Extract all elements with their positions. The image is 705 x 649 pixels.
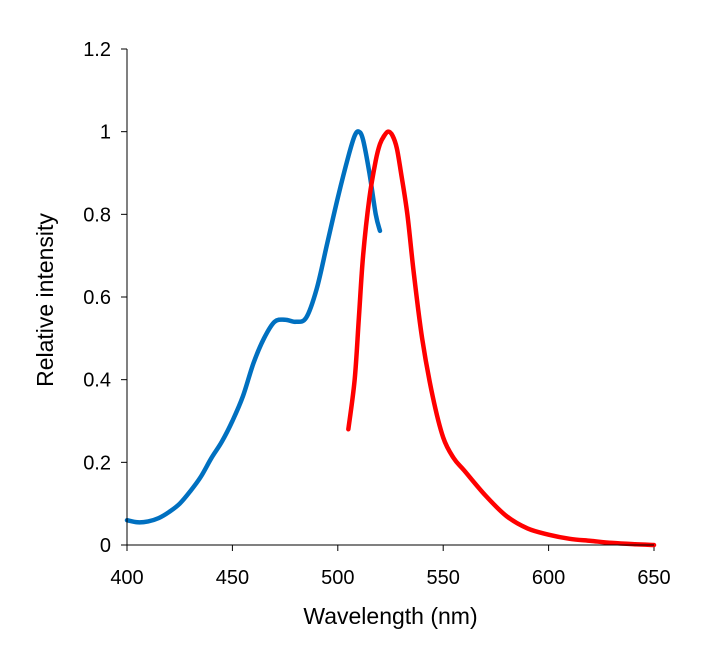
- y-tick-label: 1.2: [83, 39, 111, 61]
- y-axis-ticks: 0 0.2 0.4 0.6 0.8 1 1.2: [83, 39, 127, 557]
- series-line-red: [346, 129, 657, 548]
- x-tick-label: 400: [110, 567, 143, 589]
- y-tick-label: 0.4: [83, 370, 111, 392]
- series-line-blue: [124, 129, 383, 525]
- x-tick-label: 450: [216, 567, 249, 589]
- y-tick-label: 0.8: [83, 204, 111, 226]
- y-tick-label: 1: [100, 122, 111, 144]
- x-tick-label: 650: [637, 567, 670, 589]
- y-tick-label: 0.2: [83, 452, 111, 474]
- x-tick-label: 600: [532, 567, 565, 589]
- x-axis-ticks: 400 450 500 550 600 650: [110, 545, 671, 589]
- y-tick-label: 0.6: [83, 287, 111, 309]
- x-tick-label: 500: [321, 567, 354, 589]
- y-tick-label: 0: [100, 535, 111, 557]
- x-tick-label: 550: [427, 567, 460, 589]
- series-layer: [124, 129, 657, 548]
- x-axis-title: Wavelength (nm): [303, 603, 477, 629]
- y-axis-title: Relative intensity: [32, 213, 58, 387]
